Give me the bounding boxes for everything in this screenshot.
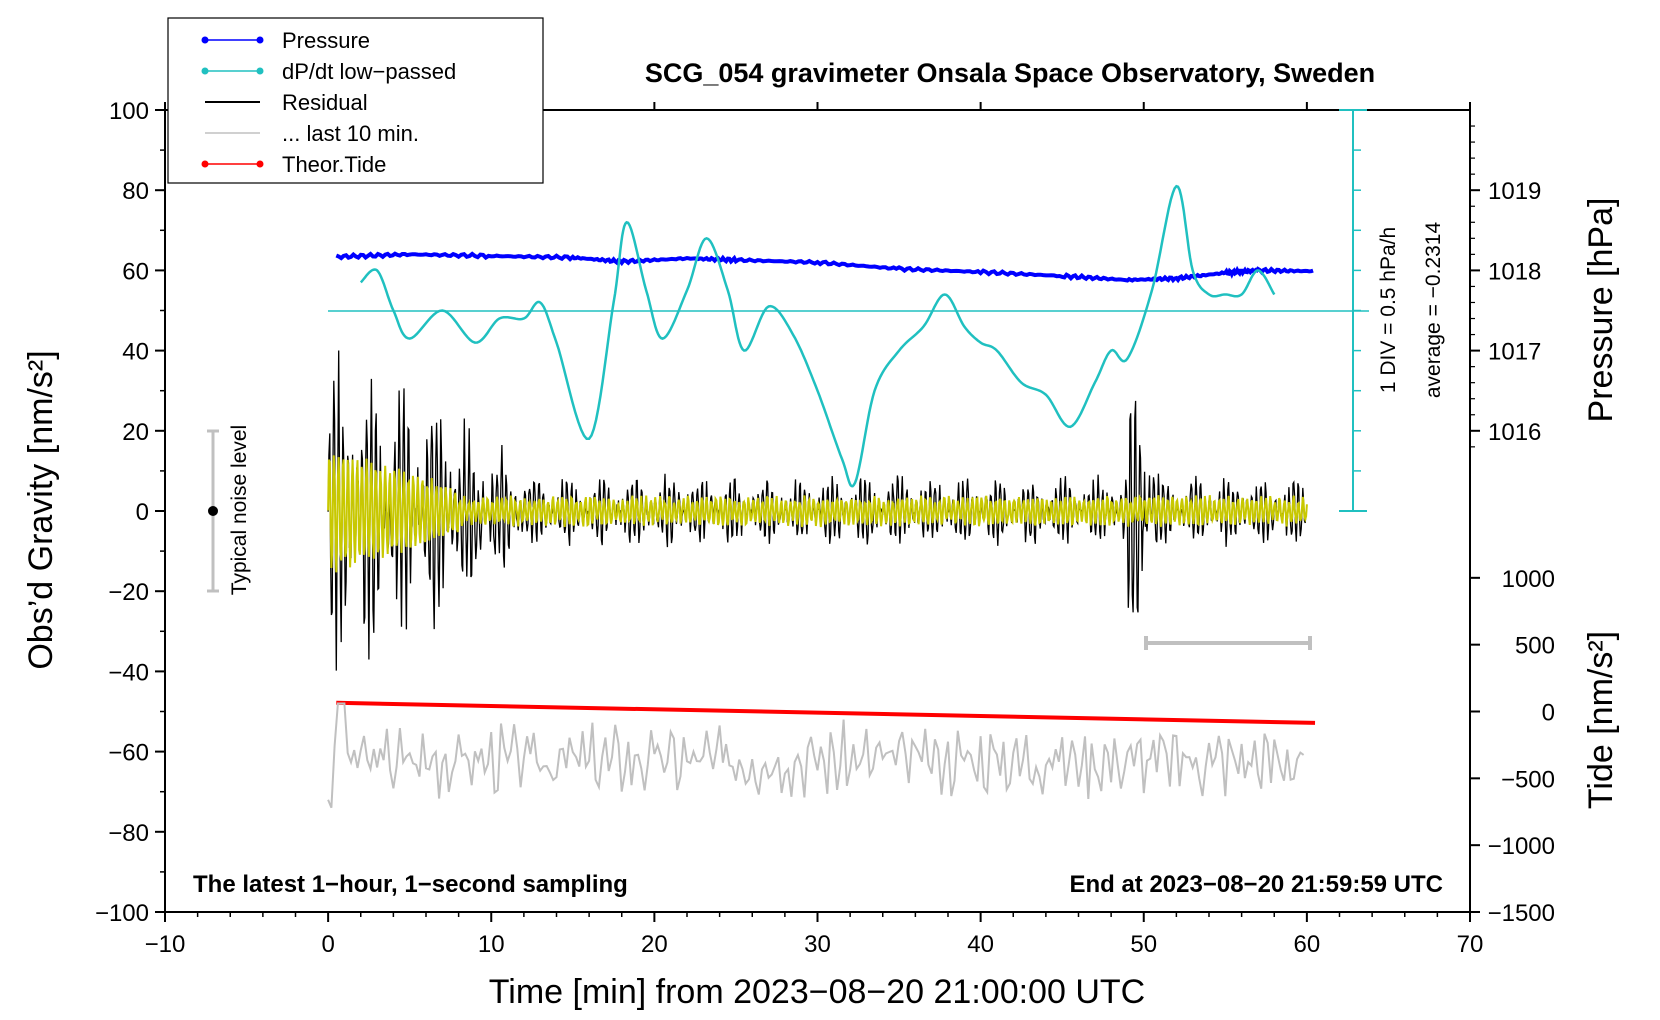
y-axis-label-tide: Tide [nm/s²] <box>1582 631 1620 809</box>
legend-marker <box>256 36 264 44</box>
x-tick-label: 60 <box>1294 931 1321 958</box>
dpdt-average-label: average = −0.2314 <box>1422 222 1445 399</box>
y-tick-label: 40 <box>122 339 149 366</box>
x-tick-label: 0 <box>321 931 334 958</box>
pressure-axis: 1016 1017 1018 1019 <box>1469 110 1541 451</box>
pressure-tick-label: 1018 <box>1488 258 1541 285</box>
x-tick-label: 50 <box>1130 931 1157 958</box>
x-tick-label: 30 <box>804 931 831 958</box>
y-tick-label: 0 <box>136 499 149 526</box>
y-tick-label: 100 <box>109 98 149 125</box>
legend-box <box>167 17 544 184</box>
y-tick-label: 60 <box>122 258 149 285</box>
pressure-tick-label: 1016 <box>1488 419 1541 446</box>
dpdt-scale-label: 1 DIV = 0.5 hPa/h <box>1377 227 1400 393</box>
sampling-note: The latest 1−hour, 1−second sampling <box>193 871 628 898</box>
chart-title: SCG_054 gravimeter Onsala Space Observat… <box>645 58 1375 88</box>
tide-series <box>336 700 1316 725</box>
pressure-series <box>335 251 1314 284</box>
tide-tick-label: 0 <box>1542 700 1555 727</box>
end-time-note: End at 2023−08−20 21:59:59 UTC <box>1069 871 1443 898</box>
tide-tick-label: 500 <box>1515 633 1555 660</box>
y-axis-label-pressure: Pressure [hPa] <box>1582 198 1620 423</box>
last-10-min-bracket <box>1144 636 1312 650</box>
y-axis-left: 100 80 60 40 20 0 −20 −40 −60 −80 −100 <box>95 98 165 927</box>
x-tick-label: −10 <box>145 931 186 958</box>
legend-marker <box>201 36 209 44</box>
y-tick-label: 20 <box>122 419 149 446</box>
tide-tick-label: 1000 <box>1502 566 1555 593</box>
tide-axis: 1000 500 0 −500 −1000 −1500 <box>1470 566 1555 927</box>
x-tick-label: 10 <box>478 931 505 958</box>
legend-label: dP/dt low−passed <box>282 59 456 84</box>
y-tick-label: −100 <box>95 900 149 927</box>
y-tick-label: −80 <box>108 820 149 847</box>
residual-lowpass-series <box>327 455 1308 573</box>
legend-label: ... last 10 min. <box>282 121 419 146</box>
pressure-tick-label: 1017 <box>1488 339 1541 366</box>
legend-label: Theor.Tide <box>282 152 386 177</box>
legend: Pressure dP/dt low−passed Residual ... last… <box>167 17 544 184</box>
noise-level-dot <box>208 506 218 516</box>
x-tick-label: 40 <box>967 931 994 958</box>
legend-marker <box>256 67 264 75</box>
y-tick-label: −40 <box>108 659 149 686</box>
x-tick-label: 70 <box>1457 931 1484 958</box>
x-axis-label: Time [min] from 2023−08−20 21:00:00 UTC <box>489 973 1145 1011</box>
dpdt-series <box>359 184 1276 488</box>
legend-marker <box>201 67 209 75</box>
tide-tick-label: −1500 <box>1488 900 1555 927</box>
y-tick-label: −60 <box>108 740 149 767</box>
pressure-tick-label: 1019 <box>1488 178 1541 205</box>
legend-label: Pressure <box>282 28 370 53</box>
x-tick-label: 20 <box>641 931 668 958</box>
y-tick-label: −20 <box>108 579 149 606</box>
legend-marker <box>256 160 264 168</box>
legend-label: Residual <box>282 90 368 115</box>
last-10-min-series <box>327 702 1305 809</box>
tide-tick-label: −1000 <box>1488 833 1555 860</box>
tide-tick-label: −500 <box>1501 766 1555 793</box>
noise-level-label: Typical noise level <box>228 425 251 595</box>
y-axis-label-left: Obs’d Gravity [nm/s²] <box>22 350 60 669</box>
legend-marker <box>201 160 209 168</box>
y-tick-label: 80 <box>122 178 149 205</box>
